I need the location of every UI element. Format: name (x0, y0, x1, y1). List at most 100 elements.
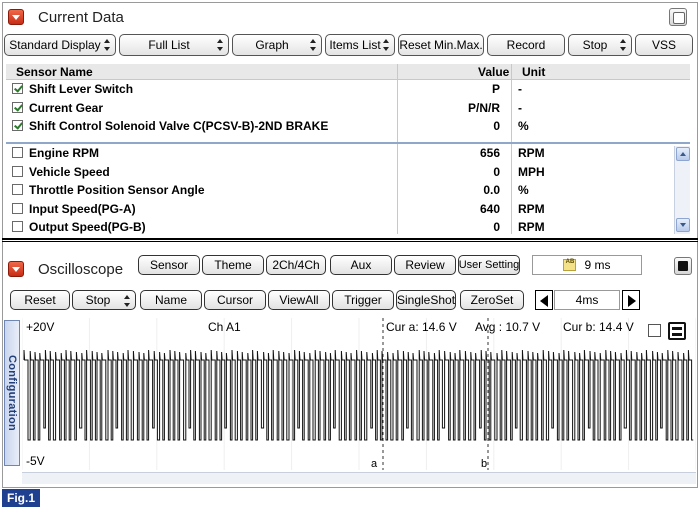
toolbar-button-stop[interactable]: Stop (568, 34, 632, 56)
scope-button-2ch-4ch[interactable]: 2Ch/4Ch (266, 255, 326, 275)
bottom-voltage-label: -5V (26, 454, 45, 468)
average-readout: Avg : 10.7 V (475, 320, 541, 334)
scope-control-label: ZeroSet (470, 293, 514, 307)
dropdown-arrows-icon (383, 39, 390, 51)
time-div-increase-icon[interactable] (622, 290, 640, 310)
scope-control-reset[interactable]: Reset (10, 290, 70, 310)
scope-control-label: Reset (24, 293, 56, 307)
sensor-checkbox[interactable] (12, 101, 23, 113)
window-restore-icon[interactable] (669, 8, 687, 26)
oscilloscope-screen[interactable]: +20V Ch A1 Cur a: 14.6 V Avg : 10.7 V Cu… (21, 318, 697, 470)
oscilloscope-header: Oscilloscope (8, 258, 123, 280)
scope-control-zeroset[interactable]: ZeroSet (460, 290, 524, 310)
scope-control-label: Stop (85, 293, 111, 307)
sensor-row[interactable]: Input Speed(PG-A) 640 RPM (6, 200, 674, 218)
scope-button-label: 2Ch/4Ch (272, 258, 320, 272)
column-divider (397, 64, 398, 234)
scope-button-label: Sensor (149, 258, 189, 272)
time-div-decrease-icon[interactable] (535, 290, 553, 310)
toolbar-button-items-list[interactable]: Items List (325, 34, 395, 56)
figure-label: Fig.1 (2, 489, 40, 507)
sensor-row[interactable]: Throttle Position Sensor Angle 0.0% (6, 181, 674, 199)
sensor-checkbox[interactable] (12, 221, 23, 232)
sensor-value: 0.0 (483, 183, 500, 197)
scope-button-theme[interactable]: Theme (202, 255, 264, 275)
sensor-checkbox[interactable] (12, 184, 23, 195)
sensor-row[interactable]: Shift Lever Switch P - (6, 80, 674, 98)
split-view-icon[interactable] (668, 322, 686, 340)
sensor-value: P/N/R (467, 100, 500, 115)
dropdown-arrows-icon (310, 39, 317, 51)
sensor-row[interactable]: Engine RPM 656 RPM (6, 144, 674, 162)
sensor-row[interactable]: Shift Control Solenoid Valve C(PCSV-B)-2… (6, 117, 674, 135)
sensor-name: Shift Lever Switch (29, 82, 134, 96)
sensor-row[interactable]: Output Speed(PG-B) 0 RPM (6, 218, 674, 236)
scope-control-stop[interactable]: Stop (72, 290, 136, 310)
scope-control-label: Trigger (344, 293, 382, 307)
sample-time-display[interactable]: AB 9 ms (532, 255, 642, 275)
toolbar-button-label: Record (506, 38, 546, 52)
configuration-tab[interactable]: Configuration (4, 320, 20, 466)
scroll-up-icon[interactable] (676, 147, 690, 161)
sensor-table-header: Sensor Name Value Unit (6, 64, 690, 80)
sensor-value: P (491, 82, 500, 96)
scroll-down-icon[interactable] (676, 218, 690, 232)
sensor-name: Input Speed(PG-A) (29, 201, 136, 216)
time-div-display: 4ms (554, 290, 620, 310)
current-data-toolbar: Standard Display Full List Graph Items List… (4, 34, 693, 58)
scope-control-cursor[interactable]: Cursor (204, 290, 266, 310)
selected-list-separator (6, 142, 690, 144)
oscilloscope-title: Oscilloscope (38, 260, 124, 278)
sensor-checkbox[interactable] (12, 202, 23, 214)
sample-time-value: 9 ms (584, 258, 611, 272)
channel-label: Ch A1 (208, 320, 241, 334)
sensor-checkbox[interactable] (12, 83, 23, 94)
overlay-checkbox[interactable] (648, 324, 661, 337)
column-sensor-name[interactable]: Sensor Name (16, 65, 93, 79)
sensor-value: 640 (479, 201, 500, 216)
toolbar-button-label: VSS (651, 38, 676, 52)
toolbar-button-label: Reset Min.Max. (399, 38, 483, 52)
sensor-value: 0 (493, 164, 500, 179)
cursor-a-marker[interactable]: a (371, 458, 378, 470)
toolbar-button-record[interactable]: Record (487, 34, 565, 56)
scope-control-label: SingleShot (396, 293, 456, 307)
collapse-icon[interactable] (8, 261, 24, 277)
toolbar-button-label: Stop (582, 38, 608, 52)
scope-button-user-setting[interactable]: User Setting (458, 255, 520, 275)
toolbar-button-full-list[interactable]: Full List (119, 34, 229, 56)
toolbar-button-label: Full List (148, 38, 190, 52)
sensor-list-scrollbar[interactable] (674, 146, 690, 234)
scope-button-aux[interactable]: Aux (330, 255, 392, 275)
scope-control-name[interactable]: Name (140, 290, 202, 310)
scope-button-sensor[interactable]: Sensor (138, 255, 200, 275)
sensor-checkbox[interactable] (12, 147, 23, 158)
column-value[interactable]: Value (478, 65, 510, 79)
sensor-name: Throttle Position Sensor Angle (29, 183, 205, 197)
sensor-unit: RPM (518, 146, 545, 160)
scope-horizontal-scrollbar[interactable] (22, 472, 696, 484)
cursor-b-marker[interactable]: b (481, 458, 488, 470)
sensor-checkbox[interactable] (12, 165, 23, 177)
toolbar-button-graph[interactable]: Graph (232, 34, 322, 56)
toolbar-button-reset-min-max[interactable]: Reset Min.Max. (398, 34, 484, 56)
column-unit[interactable]: Unit (522, 65, 546, 79)
collapse-icon[interactable] (8, 9, 24, 25)
scope-button-review[interactable]: Review (394, 255, 456, 275)
toolbar-button-label: Standard Display (9, 38, 101, 52)
panel-divider[interactable] (2, 238, 698, 242)
toolbar-button-standard-display[interactable]: Standard Display (4, 34, 116, 56)
scope-control-trigger[interactable]: Trigger (332, 290, 394, 310)
sensor-name: Current Gear (29, 100, 104, 115)
fullscreen-icon[interactable] (674, 257, 692, 275)
scope-control-viewall[interactable]: ViewAll (268, 290, 330, 310)
scope-control-singleshot[interactable]: SingleShot (396, 290, 456, 310)
scope-button-label: Aux (350, 258, 372, 272)
sensor-checkbox[interactable] (12, 120, 23, 131)
sensor-row[interactable]: Vehicle Speed 0 MPH (6, 163, 674, 181)
sensor-row[interactable]: Current Gear P/N/R - (6, 99, 674, 117)
waveform-canvas (21, 318, 697, 470)
dropdown-arrows-icon (124, 295, 131, 307)
current-data-title: Current Data (38, 8, 124, 26)
toolbar-button-vss[interactable]: VSS (635, 34, 693, 56)
